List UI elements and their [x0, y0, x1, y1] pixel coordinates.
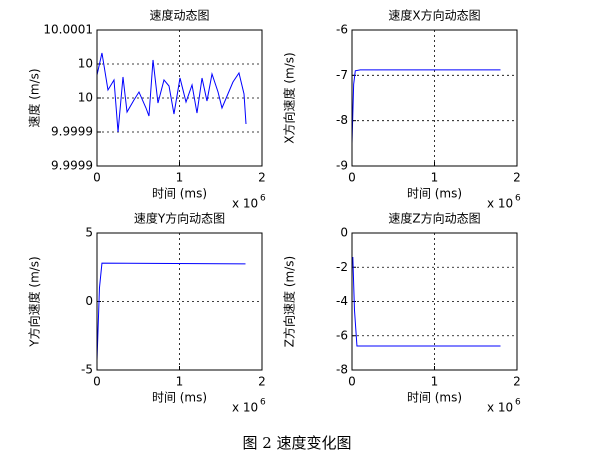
x-scale-exponent: 6: [260, 194, 266, 204]
x-scale-label: x 10: [487, 197, 513, 211]
y-axis-label: 速度 (m/s): [27, 68, 42, 127]
x-scale-exponent: 6: [515, 398, 521, 408]
y-tick-label: -8: [336, 363, 348, 377]
data-line: [352, 256, 501, 347]
plot-area: [352, 30, 517, 166]
x-tick-label: 0: [93, 375, 101, 389]
y-tick-label: -6: [336, 328, 348, 342]
chart-title: 速度X方向动态图: [388, 8, 480, 23]
y-tick-label: -7: [336, 68, 348, 82]
y-tick-label: 5: [85, 226, 93, 240]
y-tick-label: -8: [336, 113, 348, 127]
x-axis-label: 时间 (ms): [152, 187, 207, 201]
y-tick-label: 9.9999: [51, 125, 93, 139]
chart-title: 速度Z方向动态图: [388, 211, 480, 226]
x-tick-label: 1: [176, 375, 184, 389]
plot-frame: [351, 29, 518, 167]
x-tick-label: 2: [258, 375, 266, 389]
x-tick-label: 0: [93, 171, 101, 185]
x-tick-label: 2: [513, 375, 521, 389]
y-axis-label: Y方向速度 (m/s): [27, 256, 42, 348]
x-axis-label: 时间 (ms): [407, 391, 462, 405]
x-tick-label: 1: [176, 171, 184, 185]
x-tick-label: 0: [348, 171, 356, 185]
caption: 图 2 速度变化图: [242, 434, 351, 452]
x-tick-label: 1: [431, 375, 439, 389]
x-scale-exponent: 6: [515, 194, 521, 204]
x-tick-label: 1: [431, 171, 439, 185]
plot-area: [97, 30, 262, 166]
y-tick-label: -2: [336, 260, 348, 274]
y-tick-label: -5: [81, 363, 93, 377]
y-tick-label: -9: [336, 159, 348, 173]
plot-area: [352, 233, 517, 370]
data-line: [96, 52, 247, 133]
y-tick-label: 10.0001: [43, 23, 93, 37]
x-tick-label: 2: [258, 171, 266, 185]
y-tick-label: 0: [340, 226, 348, 240]
plot-area: [97, 233, 262, 370]
chart-title: 速度Y方向动态图: [134, 211, 225, 226]
x-scale-label: x 10: [232, 401, 258, 415]
y-tick-label: 9.9999: [51, 159, 93, 173]
y-axis-label: X方向速度 (m/s): [282, 52, 297, 143]
chart-title: 速度动态图: [149, 8, 209, 23]
data-line: [96, 262, 246, 361]
x-tick-label: 2: [513, 171, 521, 185]
y-tick-label: 0: [85, 294, 93, 308]
x-tick-label: 0: [348, 375, 356, 389]
x-scale-label: x 10: [232, 197, 258, 211]
y-axis-label: Z方向速度 (m/s): [282, 256, 297, 347]
y-tick-label: 10: [78, 57, 93, 71]
y-tick-label: -4: [336, 294, 348, 308]
x-axis-label: 时间 (ms): [407, 187, 462, 201]
x-scale-exponent: 6: [260, 398, 266, 408]
data-line: [351, 69, 501, 144]
plot-frame: [96, 29, 263, 167]
x-axis-label: 时间 (ms): [152, 391, 207, 405]
plot-frame: [351, 232, 518, 371]
plot-frame: [96, 232, 263, 371]
y-tick-label: -6: [336, 23, 348, 37]
x-scale-label: x 10: [487, 401, 513, 415]
y-tick-label: 10: [78, 91, 93, 105]
